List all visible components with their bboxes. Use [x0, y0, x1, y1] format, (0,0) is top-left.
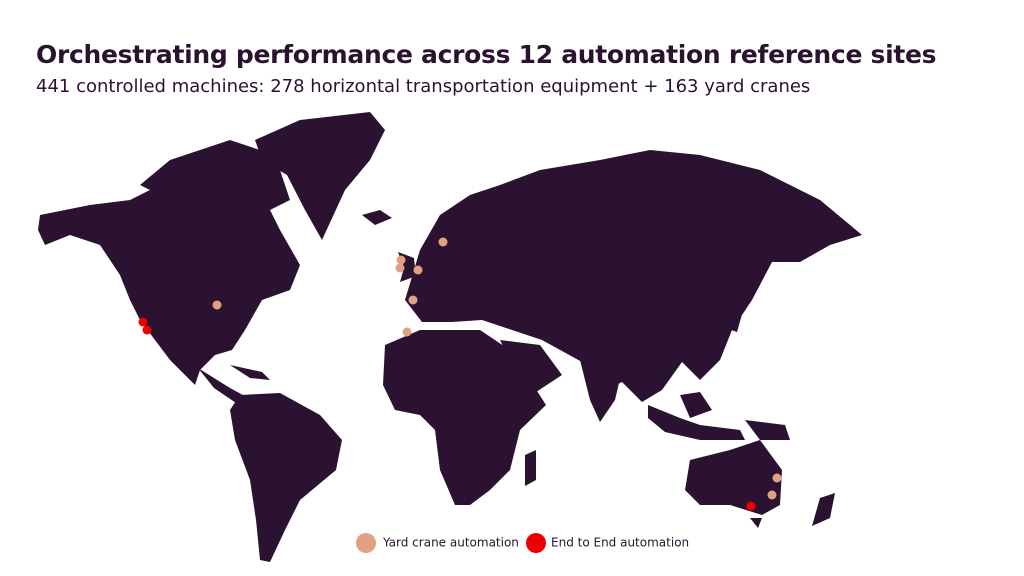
yard-crane-site: [402, 327, 412, 337]
yard-crane-site: [438, 237, 448, 247]
legend-label: Yard crane automation: [382, 536, 519, 550]
north-america: [38, 175, 300, 385]
caribbean: [230, 365, 270, 380]
yard-crane-site: [212, 300, 222, 310]
legend-swatch: [526, 533, 546, 553]
tasmania: [750, 518, 762, 528]
legend: Yard crane automation End to End automat…: [356, 533, 689, 553]
eurasia: [405, 150, 862, 402]
arctic-islands: [140, 140, 290, 210]
new-guinea: [745, 420, 790, 440]
indonesia: [648, 405, 745, 440]
subtitle: 441 controlled machines: 278 horizontal …: [36, 76, 811, 97]
yard-crane-site: [396, 255, 406, 265]
end-to-end-site: [746, 501, 756, 511]
australia: [685, 440, 782, 515]
end-to-end-site: [142, 325, 152, 335]
legend-swatch: [356, 533, 376, 553]
africa: [383, 330, 546, 505]
yard-crane-site: [395, 263, 405, 273]
greenland: [255, 112, 385, 240]
india: [580, 360, 622, 422]
yard-crane-site: [413, 265, 423, 275]
arabia: [500, 340, 562, 396]
end-to-end-site: [138, 317, 148, 327]
legend-label: End to End automation: [551, 536, 689, 550]
new-zealand: [812, 493, 835, 526]
title: Orchestrating performance across 12 auto…: [36, 40, 937, 69]
japan: [720, 290, 746, 332]
continents: [38, 112, 862, 562]
borneo-philippines: [680, 392, 712, 418]
yard-crane-site: [767, 490, 777, 500]
iceland: [362, 210, 392, 225]
madagascar: [525, 450, 536, 486]
south-america: [230, 393, 342, 562]
sites: [138, 237, 782, 511]
yard-crane-site: [408, 295, 418, 305]
yard-crane-site: [772, 473, 782, 483]
